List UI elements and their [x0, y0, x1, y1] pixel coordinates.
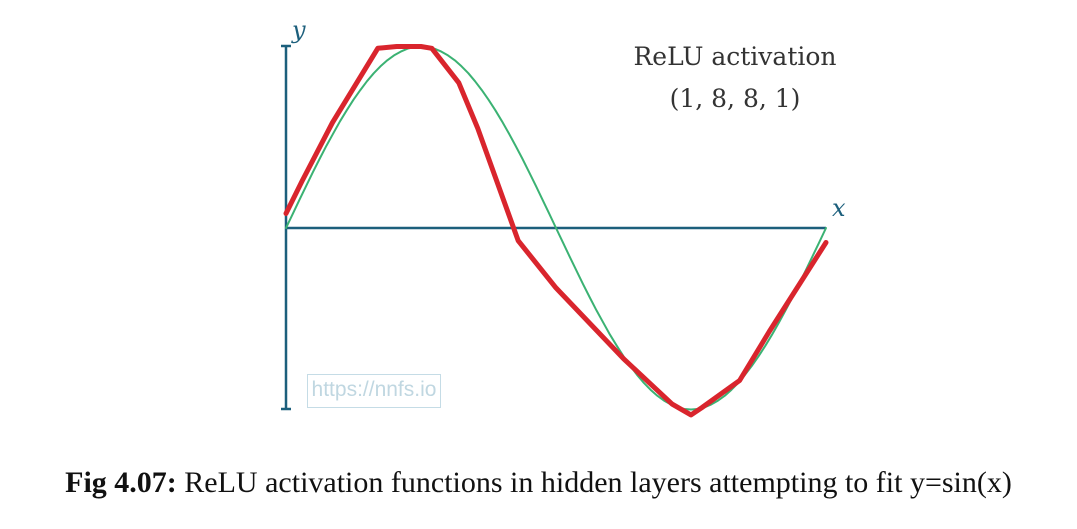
figure-caption: Fig 4.07: ReLU activation functions in h… — [0, 466, 1077, 500]
x-axis-label: x — [832, 194, 846, 222]
y-axis-label: y — [292, 16, 306, 44]
watermark: https://nnfs.io — [307, 374, 441, 408]
chart-title: ReLU activation — [633, 42, 837, 71]
chart-subtitle: (1, 8, 8, 1) — [669, 84, 801, 113]
caption-prefix: Fig 4.07: — [65, 466, 177, 499]
prediction-line — [283, 44, 829, 418]
caption-text: ReLU activation functions in hidden laye… — [176, 466, 1012, 499]
